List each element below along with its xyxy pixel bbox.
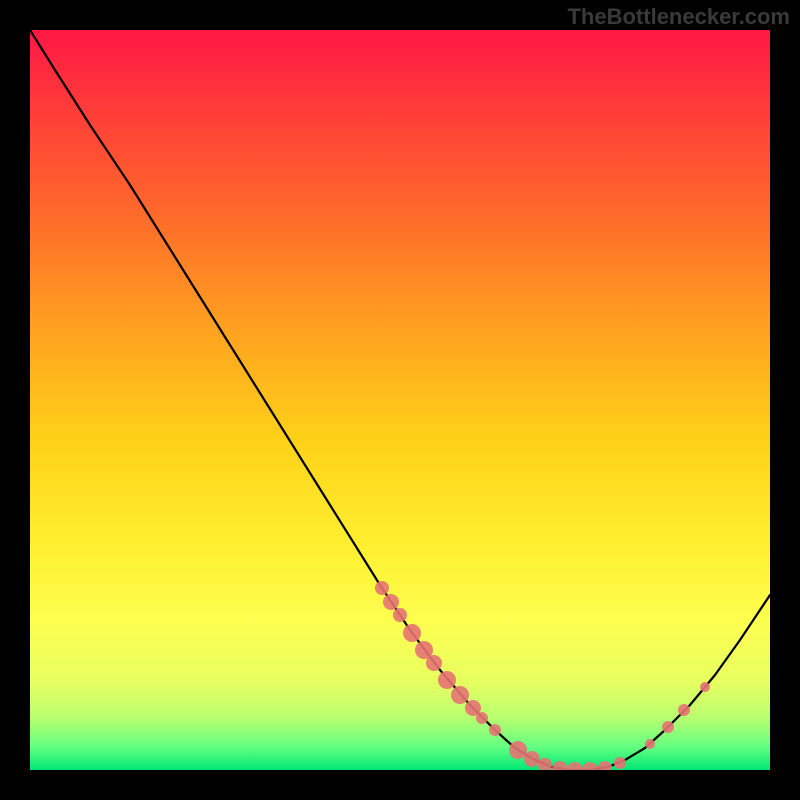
data-marker [476, 712, 488, 724]
data-marker [426, 655, 442, 671]
data-marker [438, 671, 456, 689]
data-marker [645, 739, 655, 749]
data-marker [451, 686, 469, 704]
bottleneck-chart [30, 30, 770, 770]
data-marker [375, 581, 389, 595]
watermark-text: TheBottlenecker.com [567, 4, 790, 30]
data-marker [678, 704, 690, 716]
data-marker [614, 757, 626, 769]
data-marker [509, 741, 527, 759]
chart-background [30, 30, 770, 770]
data-marker [489, 724, 501, 736]
data-marker [662, 721, 674, 733]
chart-svg [30, 30, 770, 770]
data-marker [383, 594, 399, 610]
data-marker [524, 751, 540, 767]
data-marker [403, 624, 421, 642]
data-marker [700, 682, 710, 692]
data-marker [393, 608, 407, 622]
